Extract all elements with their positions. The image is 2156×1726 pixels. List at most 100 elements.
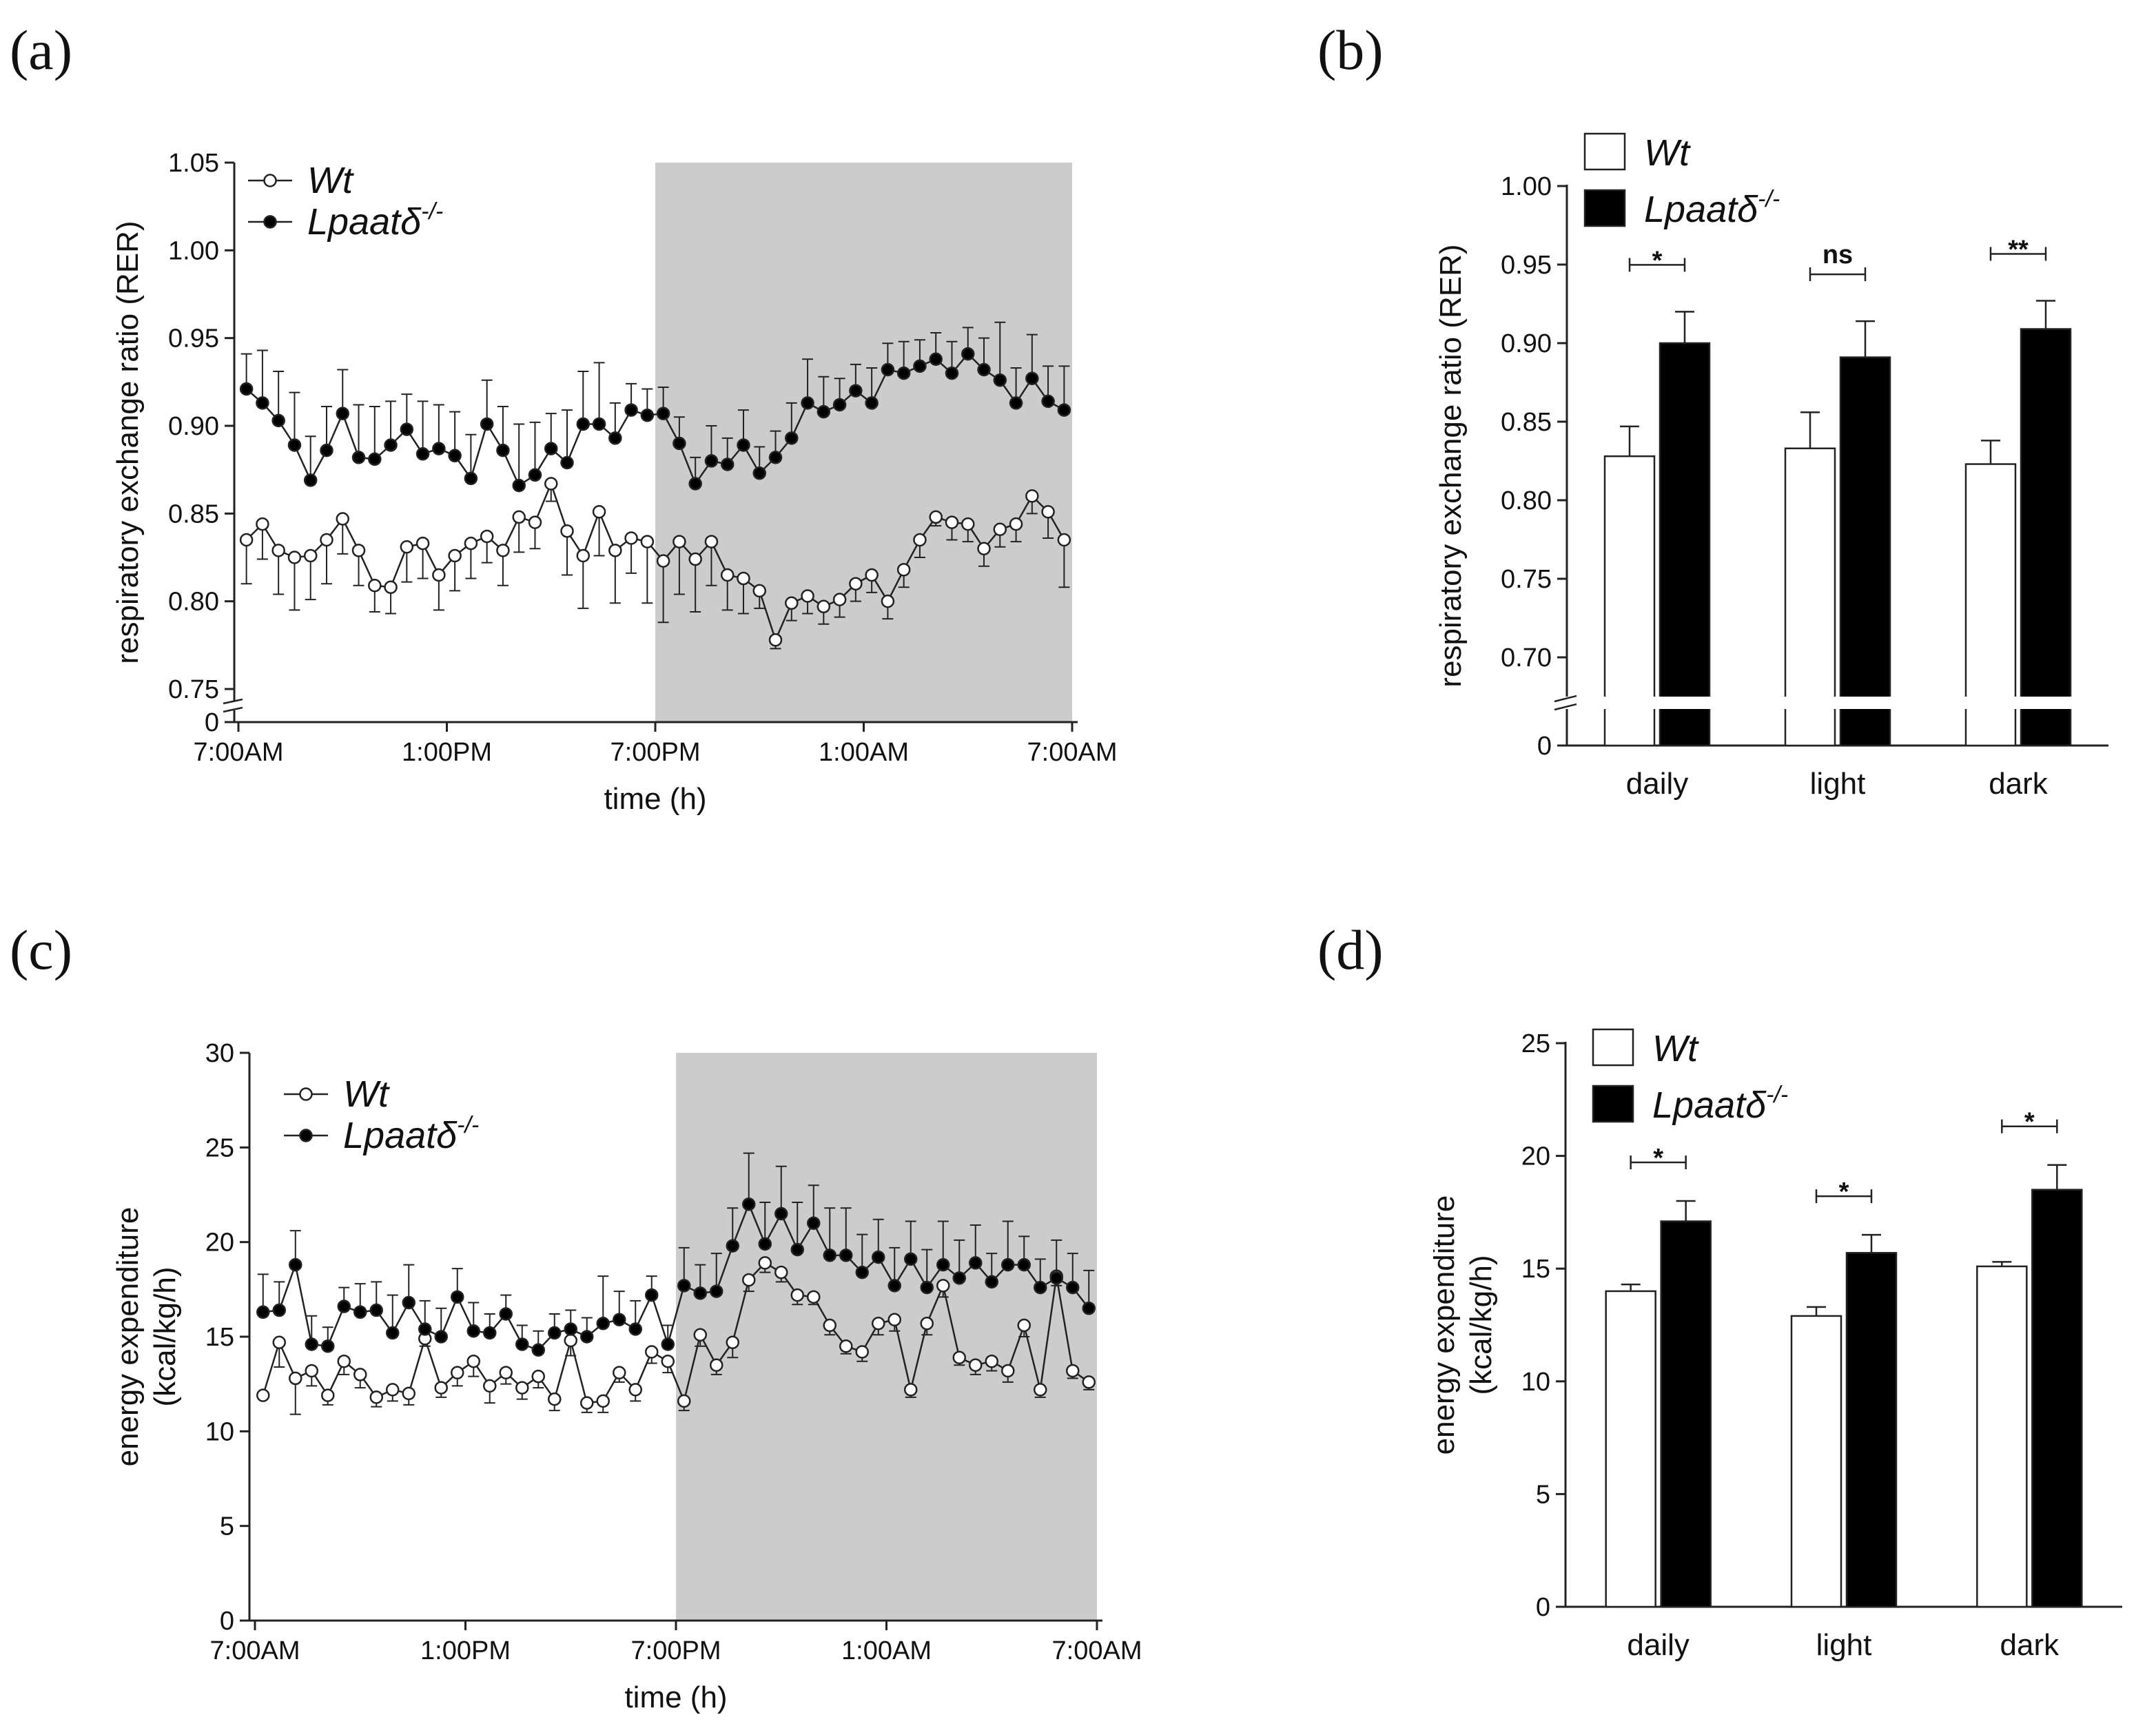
- data-point-wt: [400, 540, 414, 554]
- y-axis-title: energy expenditure (kcal/kg/h): [111, 1207, 182, 1467]
- data-point-wt: [872, 1317, 885, 1331]
- data-point-ko: [320, 443, 333, 458]
- data-point-ko: [303, 473, 318, 487]
- data-point-ko: [920, 1280, 934, 1295]
- bar-wt-light: [1784, 447, 1836, 747]
- legend-label-ko: Lpaatδ-/-: [307, 198, 443, 243]
- data-point-ko: [576, 417, 591, 431]
- data-point-ko: [1049, 1271, 1063, 1285]
- data-point-ko: [693, 1286, 707, 1300]
- data-point-ko: [720, 458, 735, 471]
- data-point-wt: [386, 1383, 400, 1397]
- data-point-wt: [737, 571, 750, 586]
- data-point-wt: [881, 594, 895, 608]
- y-tick-label: 0: [220, 1607, 234, 1636]
- data-point-wt: [544, 477, 558, 491]
- data-point-ko: [969, 1256, 983, 1270]
- data-point-wt: [720, 568, 735, 582]
- data-point-wt: [353, 1368, 367, 1381]
- data-point-wt: [913, 533, 927, 547]
- bar-wt-dark: [1976, 1265, 2028, 1608]
- axis-break-mark: [223, 706, 243, 713]
- y-tick-label: 0.70: [1501, 644, 1552, 672]
- y-tick-label: 25: [205, 1133, 234, 1162]
- data-point-ko: [353, 1305, 367, 1319]
- data-point-wt: [693, 1328, 707, 1342]
- data-point-ko: [256, 396, 269, 410]
- data-point-ko: [1017, 1257, 1031, 1272]
- data-point-wt: [768, 633, 783, 647]
- data-point-wt: [985, 1354, 998, 1368]
- data-point-wt: [432, 568, 446, 582]
- data-point-ko: [351, 451, 366, 464]
- y-axis-title-line: energy expenditure: [1433, 1195, 1461, 1455]
- data-point-wt: [742, 1273, 756, 1287]
- legend-marker-wt: [263, 174, 277, 187]
- y-axis-title-line: (kcal/kg/h): [1464, 1255, 1498, 1395]
- data-point-ko: [432, 442, 446, 455]
- y-tick-label: 20: [205, 1229, 234, 1257]
- data-point-wt: [710, 1358, 723, 1372]
- data-point-ko: [544, 442, 558, 455]
- y-tick-label: 1.00: [168, 236, 219, 265]
- data-point-ko: [289, 1257, 302, 1272]
- data-point-ko: [985, 1275, 998, 1289]
- data-point-ko: [936, 1257, 950, 1272]
- legend-swatch-wt: [1592, 1028, 1634, 1067]
- data-point-wt: [272, 1335, 286, 1349]
- data-point-wt: [785, 596, 799, 610]
- data-point-ko: [499, 1307, 513, 1321]
- data-point-wt: [305, 1364, 318, 1378]
- x-category-label: light: [1810, 767, 1866, 801]
- legend-label-wt: Wt: [307, 160, 354, 201]
- data-point-wt: [466, 1354, 480, 1368]
- data-point-ko: [402, 1295, 415, 1310]
- x-category-label: light: [1816, 1628, 1872, 1662]
- data-point-ko: [677, 1279, 691, 1293]
- y-tick-label: 0.90: [168, 412, 219, 441]
- data-point-ko: [1009, 396, 1023, 410]
- data-point-wt: [287, 551, 302, 564]
- data-point-ko: [287, 438, 302, 452]
- data-point-ko: [865, 396, 879, 410]
- data-point-ko: [400, 422, 414, 436]
- data-point-ko: [839, 1249, 853, 1262]
- data-point-wt: [402, 1386, 415, 1401]
- x-tick-label: 7:00AM: [210, 1636, 300, 1665]
- data-point-wt: [256, 1388, 270, 1402]
- data-point-ko: [1066, 1280, 1080, 1295]
- chart-a-rer-timecourse: 0 0.75 0.80 0.85 0.90 0.95 1.00 1.05 7:00AM 1:00P…: [111, 149, 1117, 816]
- significance-label: *: [1653, 1144, 1663, 1173]
- data-point-ko: [904, 1252, 918, 1266]
- data-point-wt: [256, 517, 269, 531]
- data-point-ko: [977, 362, 991, 377]
- y-tick-label: 0.90: [1501, 329, 1552, 358]
- data-point-ko: [688, 477, 702, 491]
- data-point-wt: [896, 563, 911, 577]
- data-point-wt: [608, 544, 622, 557]
- data-point-ko: [272, 1303, 286, 1317]
- data-point-wt: [336, 512, 349, 526]
- data-point-ko: [564, 1322, 577, 1336]
- data-point-wt: [368, 578, 382, 593]
- data-point-ko: [881, 362, 895, 377]
- data-point-wt: [656, 554, 670, 568]
- chart-c-energy-timecourse: 0 5 10 15 20 25 30 7:00AM 1:00PM 7:00PM 1:00AM 7:00…: [111, 1039, 1142, 1714]
- data-point-wt: [1017, 1318, 1031, 1333]
- data-point-ko: [512, 478, 526, 493]
- data-point-wt: [580, 1396, 594, 1410]
- data-point-wt: [337, 1354, 351, 1368]
- data-point-ko: [256, 1305, 270, 1319]
- bar-ko-daily: [1659, 342, 1711, 747]
- data-point-wt: [920, 1317, 934, 1331]
- data-point-ko: [628, 1322, 642, 1336]
- data-point-wt: [1009, 517, 1023, 531]
- data-point-wt: [499, 1366, 513, 1379]
- data-point-wt: [969, 1358, 983, 1372]
- y-tick-label: 5: [1536, 1480, 1550, 1509]
- data-point-ko: [849, 384, 863, 398]
- bar-ko-dark: [2020, 328, 2072, 747]
- data-point-wt: [849, 577, 863, 590]
- data-point-ko: [464, 471, 478, 486]
- data-point-wt: [945, 515, 959, 529]
